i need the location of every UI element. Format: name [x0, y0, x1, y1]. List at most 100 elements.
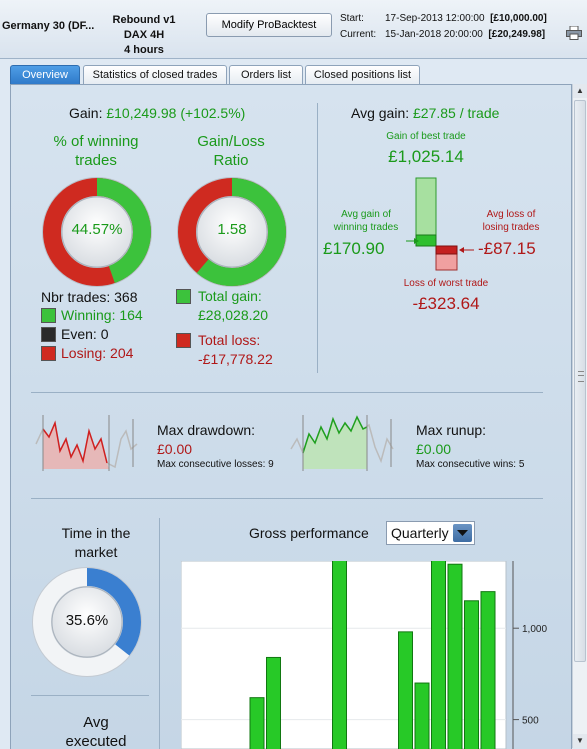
- date-values: 17-Sep-2013 12:00:00 [£10,000.00] 15-Jan…: [385, 11, 547, 43]
- runup-sparkline: [290, 415, 394, 471]
- winning-trades-title: % of winning trades: [31, 132, 161, 170]
- even-swatch: [41, 327, 56, 342]
- tab-orders-list[interactable]: Orders list: [229, 65, 303, 84]
- avg-gain-label: Avg gain:: [351, 105, 410, 121]
- scroll-thumb[interactable]: [574, 100, 586, 662]
- time-in-market-value: 35.6%: [65, 612, 109, 629]
- avg-win-value: £170.90: [323, 239, 385, 258]
- drawdown-sparkline: [35, 415, 138, 471]
- even-count: Even: 0: [61, 326, 109, 342]
- gain-value: £10,249.98 (+102.5%): [106, 105, 246, 121]
- divider-3: [31, 695, 149, 696]
- max-runup-value: £0.00: [416, 441, 452, 457]
- winning-swatch: [41, 308, 56, 323]
- total-gain-swatch: [176, 289, 191, 304]
- top-bar: Germany 30 (DF... Rebound v1 DAX 4H 4 ho…: [0, 0, 587, 59]
- strategy-name: Rebound v1 DAX 4H: [112, 14, 176, 41]
- max-drawdown-value: £0.00: [157, 441, 193, 457]
- performance-bar[interactable]: [414, 682, 430, 749]
- trade-range-graphic: [406, 177, 474, 271]
- max-drawdown-label: Max drawdown:: [157, 422, 256, 438]
- current-capital: [£20,249.98]: [488, 29, 546, 40]
- divider-1: [31, 392, 543, 393]
- time-title-line1: Time in the: [61, 525, 131, 541]
- gain-loss-ratio-donut: [177, 177, 287, 287]
- avg-win-label: Avg gain of winning trades: [316, 208, 416, 234]
- tab-overview[interactable]: Overview: [10, 65, 80, 85]
- max-runup-label: Max runup:: [416, 422, 487, 438]
- time-in-market-donut: [32, 567, 142, 677]
- y-tick-label: 500: [522, 716, 539, 727]
- tab-statistics-closed-trades[interactable]: Statistics of closed trades: [83, 65, 227, 84]
- tab-closed-positions-list[interactable]: Closed positions list: [305, 65, 420, 84]
- performance-bar[interactable]: [332, 561, 347, 749]
- winning-pct-value: 44.57%: [71, 221, 123, 238]
- winning-title-line1: % of winning: [53, 133, 139, 150]
- ratio-title-line1: Gain/Loss: [197, 133, 265, 150]
- losing-swatch: [41, 346, 56, 361]
- chevron-down-icon[interactable]: [453, 524, 472, 542]
- gross-performance-title: Gross performance: [249, 525, 369, 541]
- performance-bar[interactable]: [431, 561, 446, 749]
- start-date: 17-Sep-2013 12:00:00: [385, 13, 485, 24]
- performance-bar[interactable]: [480, 591, 496, 749]
- nbr-trades: Nbr trades: 368: [41, 289, 138, 305]
- period-selected-value: Quarterly: [391, 525, 449, 541]
- time-in-market-title: Time in the market: [31, 524, 161, 562]
- avg-loss-label-2: losing trades: [482, 222, 540, 233]
- avg-gain-summary: Avg gain: £27.85 / trade: [351, 105, 499, 121]
- scroll-up-icon[interactable]: ▲: [573, 84, 587, 98]
- best-trade-label: Gain of best trade: [386, 131, 466, 142]
- avg-win-label-2: winning trades: [333, 222, 399, 233]
- avg-executed-line1: Avg: [83, 714, 109, 731]
- winning-count: Winning: 164: [61, 307, 143, 323]
- start-label: Start:: [340, 13, 364, 24]
- date-labels: Start: Current:: [340, 11, 376, 43]
- avg-executed-line2: executed: [65, 733, 127, 749]
- performance-bar[interactable]: [266, 656, 281, 749]
- current-label: Current:: [340, 29, 377, 40]
- total-loss-label: Total loss:: [198, 332, 261, 348]
- time-title-line2: market: [74, 544, 118, 560]
- performance-bar[interactable]: [464, 600, 479, 749]
- start-capital: [£10,000.00]: [490, 13, 547, 24]
- current-date: 15-Jan-2018 20:00:00: [385, 29, 483, 40]
- ratio-title-line2: Ratio: [213, 152, 249, 169]
- avg-loss-value: -£87.15: [478, 239, 536, 258]
- divider-2: [31, 498, 543, 499]
- worst-trade-value: -£323.64: [412, 294, 480, 313]
- scroll-down-icon[interactable]: ▼: [573, 734, 587, 748]
- overview-panel: Gain: £10,249.98 (+102.5%) % of winning …: [10, 84, 572, 749]
- gain-loss-ratio-value: 1.58: [217, 221, 247, 238]
- section-divider-2: [159, 518, 160, 749]
- gain-summary: Gain: £10,249.98 (+102.5%): [69, 105, 245, 121]
- avg-executed-title: Avg executed: [31, 713, 161, 749]
- vertical-scrollbar[interactable]: ▲ ▼: [572, 84, 587, 748]
- instrument-name[interactable]: Germany 30 (DF...: [2, 20, 95, 32]
- winning-trades-donut: [42, 177, 152, 287]
- avg-win-label-1: Avg gain of: [341, 209, 391, 220]
- y-tick-label: 1,000: [522, 624, 547, 635]
- avg-loss-label: Avg loss of losing trades: [466, 208, 556, 234]
- performance-bar[interactable]: [249, 697, 265, 749]
- losing-count: Losing: 204: [61, 345, 134, 361]
- strategy-title: Rebound v1 DAX 4H 4 hours: [100, 13, 188, 58]
- section-divider: [317, 103, 318, 373]
- performance-bar[interactable]: [398, 631, 413, 749]
- total-gain-value: £28,028.20: [198, 307, 269, 323]
- total-loss-swatch: [176, 333, 191, 348]
- worst-trade-label: Loss of worst trade: [403, 278, 489, 289]
- winning-title-line2: trades: [75, 152, 117, 169]
- total-loss-value: -£17,778.22: [198, 351, 273, 367]
- strategy-period: 4 hours: [124, 44, 164, 56]
- performance-bar[interactable]: [447, 563, 463, 749]
- printer-icon[interactable]: [566, 26, 582, 40]
- max-consecutive-wins: Max consecutive wins: 5: [416, 459, 525, 470]
- avg-gain-value: £27.85 / trade: [413, 105, 500, 121]
- grip-icon: [578, 371, 584, 382]
- period-select[interactable]: Quarterly: [386, 521, 475, 545]
- gain-label: Gain:: [69, 105, 103, 121]
- best-trade-value: £1,025.14: [388, 147, 464, 166]
- modify-probacktest-button[interactable]: Modify ProBacktest: [206, 13, 332, 37]
